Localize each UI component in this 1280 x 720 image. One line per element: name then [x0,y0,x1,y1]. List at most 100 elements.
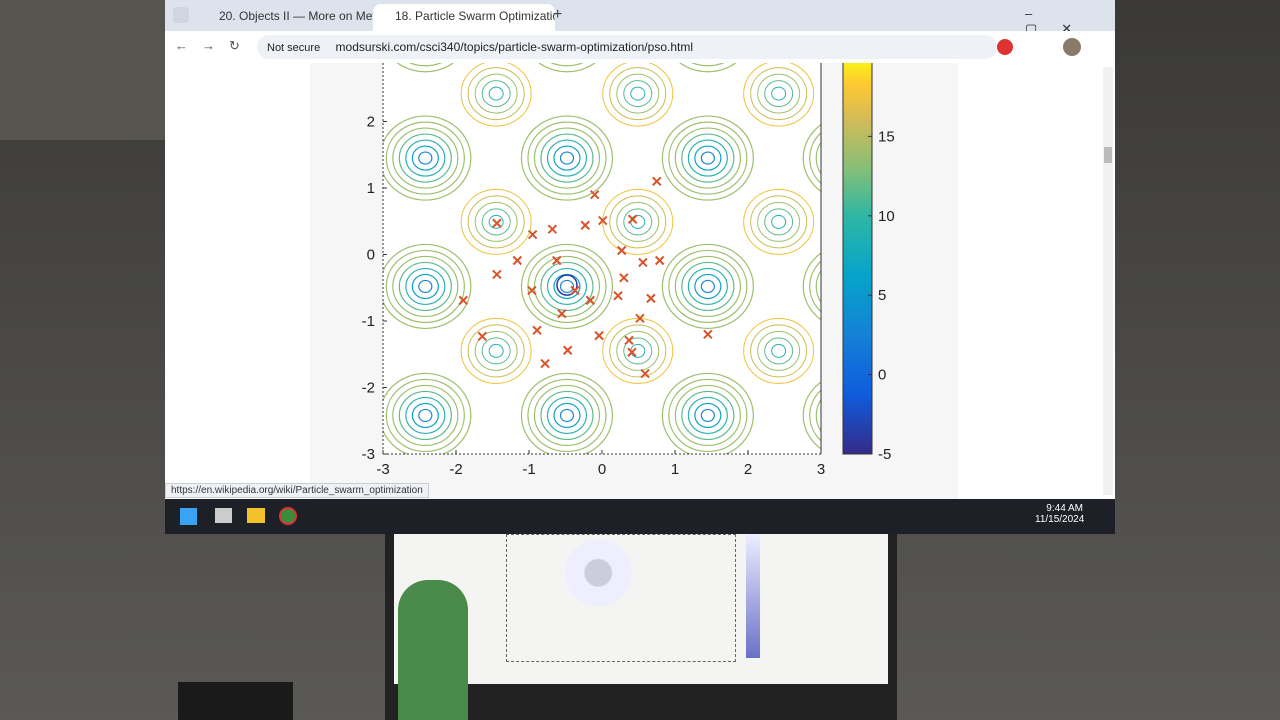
contour-line [538,63,596,73]
contour-line [385,121,465,195]
contour-line [533,127,601,189]
contour-line [674,384,741,447]
particle-stroke [598,215,608,226]
scroll-thumb[interactable] [1104,147,1112,163]
contour-line [700,408,715,423]
tab-active[interactable]: 18. Particle Swarm Optimization [373,4,555,31]
contour-line [771,86,787,101]
contour-line [885,189,955,254]
contour-line [892,325,948,377]
time: 9:44 AM [1046,503,1083,514]
particle [624,335,634,345]
contour-line [750,195,808,249]
contour-line [398,390,452,441]
contour-line [750,324,808,378]
contour-line [540,390,594,441]
particle-stroke [619,273,629,283]
particle [654,255,665,266]
contour-line [815,269,821,304]
contour-line [674,255,741,318]
particle-stroke [613,291,623,301]
contour-line [550,63,584,67]
extension-icon[interactable] [997,39,1013,55]
taskbar-app[interactable] [247,508,265,523]
tab-list-button[interactable] [173,7,189,23]
particle-stroke [477,331,487,342]
contour-line [661,372,754,454]
contour-line [556,274,578,296]
particle [580,220,590,230]
contour-line [392,384,459,447]
particle-stroke [492,269,502,280]
contour-line [668,121,748,195]
profile-icon[interactable] [1063,38,1081,56]
contour-line [383,372,472,454]
taskbar-app[interactable] [215,508,232,523]
contour-line [460,317,532,384]
x-tick-label: 1 [671,461,679,478]
contour-line [687,396,728,435]
particle [540,358,550,369]
particle [570,285,580,296]
page-content: -3 -2 -1 0 1 2 3 -3 -2 -1 0 1 2 -5 0 5 10 15 https://en.w… [165,63,1115,499]
contour-line [527,378,607,453]
contour-line [383,115,472,201]
contour-line [418,408,433,423]
contour-line [623,337,653,365]
particle-stroke [617,245,627,256]
contour-line [757,201,801,242]
scrollbar[interactable] [1103,67,1113,495]
start-button[interactable] [180,508,197,525]
contour-plot: -3 -2 -1 0 1 2 3 -3 -2 -1 0 1 2 -5 0 5 10 15 [362,63,955,478]
contour-line [392,255,459,318]
contour-line [906,209,934,235]
contour-line [385,378,465,453]
particle [594,330,604,341]
particle-stroke [594,330,604,341]
tab[interactable]: 20. Objects II — More on Meth [197,4,385,31]
contour-line [681,261,735,312]
contour-line [396,63,455,73]
particle [627,347,637,357]
contour-line [520,115,614,201]
colorbar [842,63,873,455]
particle-stroke [635,313,645,324]
contour-line [488,214,504,229]
contour-line [616,330,660,371]
contour-line [540,261,594,312]
particle-stroke [512,255,523,266]
contour-line [602,317,674,384]
new-tab-button[interactable]: + [553,6,563,23]
contour-line [694,273,722,300]
clock[interactable]: 9:44 AM 11/15/2024 [1035,503,1084,525]
contour-line [411,402,439,429]
contour-line [809,131,821,185]
contour-line [533,255,601,318]
contour-line [906,338,934,364]
contour-line [815,141,821,175]
contour-line [405,139,446,177]
nav-buttons[interactable]: ←→↻ [175,38,254,53]
contour-line [553,145,581,171]
omnibox[interactable]: Not secure modsurski.com/csci340/topics/… [257,35,997,59]
contour-line [474,73,518,114]
taskbar-app[interactable] [279,507,297,525]
contour-line [661,115,754,201]
particle [627,214,638,224]
contour-line [481,208,511,236]
contour-line [681,133,735,183]
contour-line [885,63,955,126]
contour-line [546,267,588,306]
contour-line [668,378,748,453]
contour-line [764,337,794,365]
contour-line [546,139,588,177]
contour-line [750,67,808,121]
contour-line [392,127,459,189]
particle [547,224,558,234]
contour-line [527,121,607,195]
contour-line [418,279,433,294]
contour-line [553,402,581,429]
contour-line [802,252,821,321]
particle [635,313,645,324]
contour-line [559,279,575,294]
